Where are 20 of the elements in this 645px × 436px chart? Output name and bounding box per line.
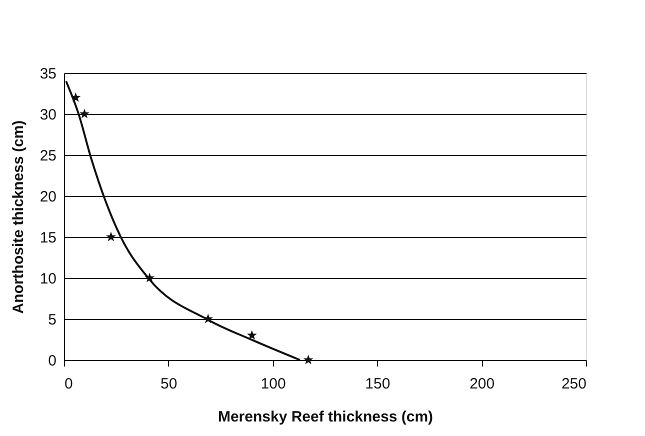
x-tick-label: 0: [64, 376, 73, 392]
point: [246, 330, 257, 340]
x-axis-title: Merensky Reef thickness (cm): [218, 408, 434, 426]
y-tick-label: 25: [40, 148, 56, 164]
y-tick-label: 0: [48, 352, 56, 370]
point: [303, 354, 314, 364]
x-tick-label: 50: [160, 376, 178, 392]
y-tick-label: 30: [40, 106, 56, 124]
y-tick-label: 35: [40, 66, 56, 82]
y-tick-label: 10: [40, 270, 56, 288]
x-tick-label: 100: [260, 376, 286, 392]
point: [79, 108, 90, 118]
x-tick-label: 200: [470, 376, 495, 392]
y-tick-label: 5: [48, 312, 56, 328]
x-tick-label: 250: [561, 376, 586, 392]
y-tick-label: 15: [40, 230, 56, 246]
y-tick-label: 20: [40, 188, 56, 206]
x-tick-label: 150: [365, 376, 390, 392]
y-axis-title: Anorthosite thickness (cm): [10, 120, 27, 314]
point: [106, 232, 116, 242]
